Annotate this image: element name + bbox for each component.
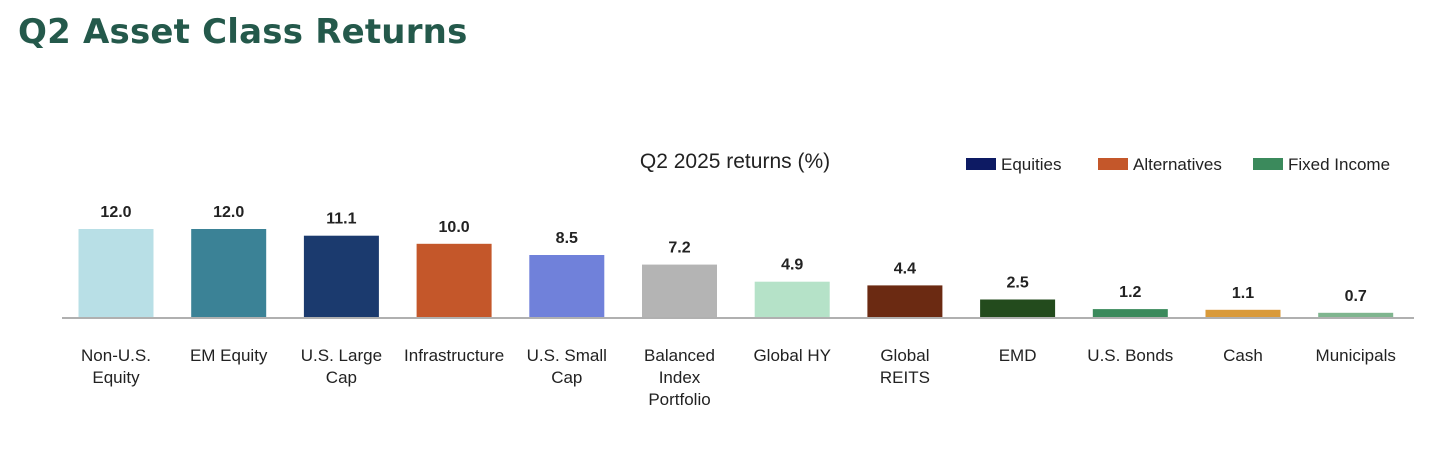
legend-item-alternatives: Alternatives bbox=[1098, 155, 1222, 174]
category-label-8: EMD bbox=[999, 346, 1037, 365]
legend-label: Alternatives bbox=[1133, 155, 1222, 174]
chart-title: Q2 2025 returns (%) bbox=[640, 150, 830, 173]
bar-2 bbox=[303, 235, 379, 318]
legend-item-fixed-income: Fixed Income bbox=[1253, 155, 1390, 174]
legend-swatch bbox=[1098, 158, 1128, 170]
bar-0 bbox=[78, 229, 154, 318]
bars-group bbox=[78, 229, 1394, 318]
bar-4 bbox=[529, 255, 605, 318]
data-label-1: 12.0 bbox=[213, 204, 244, 221]
bar-3 bbox=[416, 243, 492, 318]
bar-1 bbox=[191, 229, 267, 318]
category-label-5: Balanced Index Portfolio bbox=[644, 346, 715, 409]
category-label-7: Global REITS bbox=[880, 346, 930, 387]
category-label-9: U.S. Bonds bbox=[1087, 346, 1173, 365]
bar-11 bbox=[1318, 312, 1394, 318]
data-label-9: 1.2 bbox=[1119, 284, 1141, 301]
value-labels-group: 12.0 12.0 11.1 10.0 8.5 7.2 4.9 4.4 2.5 1.2 1.1 0.7 bbox=[100, 204, 1366, 305]
legend-swatch bbox=[966, 158, 996, 170]
bar-7 bbox=[867, 285, 943, 318]
data-label-10: 1.1 bbox=[1232, 285, 1254, 302]
category-label-4: U.S. Small Cap bbox=[527, 346, 607, 387]
data-label-6: 4.9 bbox=[781, 257, 803, 274]
data-label-0: 12.0 bbox=[100, 204, 131, 221]
legend-swatch bbox=[1253, 158, 1283, 170]
category-label-6: Global HY bbox=[753, 346, 830, 365]
bar-9 bbox=[1092, 309, 1168, 318]
category-label-11: Municipals bbox=[1316, 346, 1396, 365]
category-labels-group: Non-U.S. Equity EM Equity U.S. Large Cap Infr… bbox=[81, 346, 1396, 409]
bar-6 bbox=[754, 281, 830, 318]
category-label-10: Cash bbox=[1223, 346, 1263, 365]
bar-10 bbox=[1205, 309, 1281, 318]
data-label-7: 4.4 bbox=[894, 260, 916, 277]
data-label-2: 11.1 bbox=[326, 211, 356, 228]
category-label-3: Infrastructure bbox=[404, 346, 504, 365]
data-label-5: 7.2 bbox=[668, 240, 690, 257]
legend-item-equities: Equities bbox=[966, 155, 1061, 174]
data-label-4: 8.5 bbox=[556, 230, 578, 247]
category-label-1: EM Equity bbox=[190, 346, 268, 365]
bar-5 bbox=[642, 264, 717, 318]
chart-legend: Equities Alternatives Fixed Income bbox=[966, 155, 1390, 174]
bar-8 bbox=[980, 299, 1056, 318]
data-label-3: 10.0 bbox=[439, 219, 470, 236]
page-title: Q2 Asset Class Returns bbox=[18, 12, 468, 52]
data-label-11: 0.7 bbox=[1345, 288, 1367, 305]
data-label-8: 2.5 bbox=[1006, 275, 1028, 292]
category-label-0: Non-U.S. Equity bbox=[81, 346, 151, 387]
legend-label: Equities bbox=[1001, 155, 1061, 174]
legend-label: Fixed Income bbox=[1288, 155, 1390, 174]
category-label-2: U.S. Large Cap bbox=[301, 346, 382, 387]
